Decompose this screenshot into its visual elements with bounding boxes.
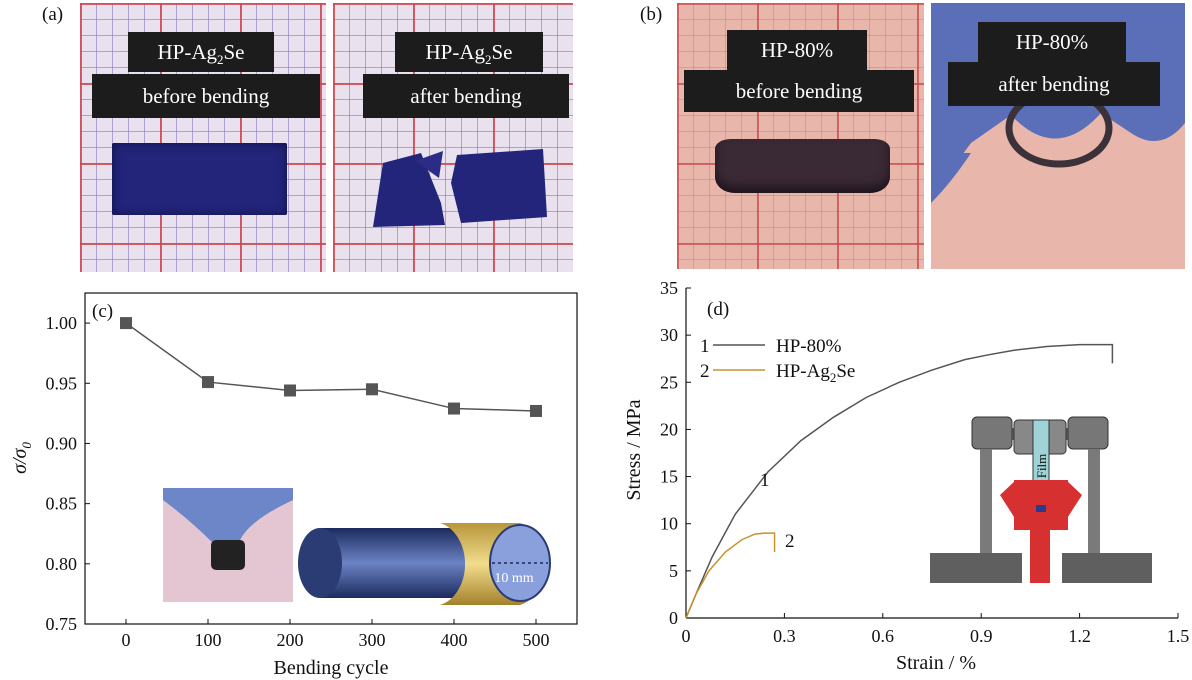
photo-hp80-before — [677, 3, 924, 269]
chart-c-xlabel: Bending cycle — [274, 657, 389, 679]
photo-hp-ag2se-before — [80, 3, 326, 272]
chart-c-point — [202, 376, 214, 389]
panel-a-letter: (a) — [42, 4, 64, 25]
chart-c: (c) 0.75 0.80 0.85 0.90 0.95 1.00 0 100 200 300 4… — [9, 292, 578, 679]
chart-d-xtick-label: 1.2 — [1068, 626, 1091, 646]
ag2se-film-intact — [112, 143, 287, 215]
chart-c-ytick-label: 0.90 — [46, 433, 78, 453]
label-hp80-before-line2: before bending — [684, 70, 914, 112]
chart-d-xtick-label: 1.5 — [1167, 626, 1190, 646]
chart-c-ytick-label: 0.80 — [46, 554, 78, 574]
chart-d-xtick-label: 0 — [682, 626, 691, 646]
panel-b-letter: (b) — [640, 4, 663, 25]
label-hp80-after-line2: after bending — [948, 62, 1160, 106]
chart-d-ytick-label: 15 — [660, 467, 678, 487]
label-hp80-after-line1: HP-80% — [978, 22, 1126, 62]
chart-c-frame — [84, 292, 578, 625]
chart-d-ytick-label: 20 — [660, 419, 678, 439]
chart-d-xtick-label: 0.9 — [970, 626, 993, 646]
label-ag2se-before-line2: before bending — [92, 74, 320, 118]
legend-2-index: 2 — [700, 361, 710, 382]
chart-d-series-2-line — [685, 532, 776, 619]
chart-c-xtick-label: 200 — [277, 630, 304, 650]
ag2se-film-broken — [373, 149, 547, 227]
chart-d-ylabel: Stress / MPa — [623, 399, 645, 500]
chart-c-panel-label: (c) — [92, 301, 113, 322]
chart-d-xtick-label: 0.3 — [773, 626, 796, 646]
chart-c-xtick-label: 400 — [441, 630, 468, 650]
chart-c-point — [284, 384, 296, 397]
legend-1-name: HP-80% — [776, 336, 842, 357]
chart-d-series-1-line — [685, 343, 1114, 619]
chart-d-xlabel: Strain / % — [896, 652, 976, 674]
chart-d-curve-label-2: 2 — [785, 531, 795, 552]
chart-c-inset-photo — [163, 488, 293, 602]
chart-d-ytick-label: 35 — [660, 278, 678, 298]
chart-c-point — [448, 402, 460, 415]
chart-c-inset-label: 10 mm — [494, 571, 533, 586]
label-ag2se-after-line2: after bending — [363, 74, 569, 118]
chart-c-ylabel: σ/σ0 — [9, 442, 34, 474]
chart-c-point — [120, 317, 132, 330]
chart-d-ytick-label: 5 — [669, 561, 678, 581]
chart-d-ytick-label: 10 — [660, 514, 678, 534]
chart-d-ytick-label: 30 — [660, 325, 678, 345]
hp80-film-flat — [715, 139, 890, 193]
chart-c-ytick-label: 0.75 — [46, 614, 78, 634]
chart-d-inset-schematic: Film — [930, 416, 1152, 583]
chart-c-point — [530, 404, 542, 417]
chart-c-ytick-label: 0.85 — [46, 494, 78, 514]
chart-c-series-line — [125, 322, 537, 412]
legend-1-index: 1 — [700, 336, 710, 357]
chart-d-legend: 1 HP-80% 2 HP-Ag2Se — [700, 336, 855, 385]
label-ag2se-after-line1: HP-Ag2Se — [395, 32, 543, 72]
legend-2-name: HP-Ag2Se — [776, 361, 855, 385]
chart-c-xtick-label: 500 — [523, 630, 550, 650]
chart-c-inset-cylinder: 10 mm — [298, 523, 551, 605]
chart-d-ytick-label: 0 — [669, 608, 678, 628]
chart-d-xtick-label: 0.6 — [872, 626, 895, 646]
label-ag2se-before-line1: HP-Ag2Se — [128, 32, 274, 72]
label-hp80-before-line1: HP-80% — [727, 30, 867, 70]
chart-c-point — [366, 383, 378, 396]
chart-c-ytick-label: 0.95 — [46, 373, 78, 393]
chart-d-panel-label: (d) — [707, 299, 729, 320]
chart-c-xtick-label: 0 — [122, 630, 131, 650]
chart-c-ytick-label: 1.00 — [46, 313, 78, 333]
chart-c-xtick-label: 300 — [359, 630, 386, 650]
chart-d-curve-label-1: 1 — [760, 470, 770, 491]
chart-d-inset-label: Film — [1034, 454, 1049, 479]
chart-d-ytick-label: 25 — [660, 372, 678, 392]
chart-c-xtick-label: 100 — [195, 630, 222, 650]
